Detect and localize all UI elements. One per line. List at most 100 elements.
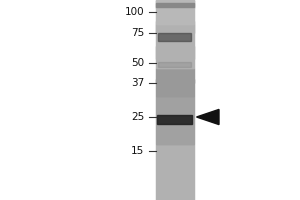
Bar xyxy=(156,155,194,156)
Bar xyxy=(156,42,194,43)
Bar xyxy=(156,115,194,116)
Bar xyxy=(156,1,194,2)
Bar xyxy=(156,64,194,65)
Bar xyxy=(156,103,194,104)
Bar xyxy=(156,140,194,141)
Bar xyxy=(156,156,194,157)
Bar xyxy=(156,83,194,84)
Text: 100: 100 xyxy=(124,7,144,17)
Text: 25: 25 xyxy=(131,112,144,122)
Bar xyxy=(156,109,194,110)
Bar xyxy=(156,182,194,183)
Bar xyxy=(156,21,194,22)
Bar xyxy=(156,88,194,89)
Bar xyxy=(156,54,194,55)
Bar xyxy=(156,31,194,32)
Bar xyxy=(156,163,194,164)
Bar xyxy=(156,177,194,178)
Bar xyxy=(156,22,194,23)
Bar xyxy=(156,99,194,100)
Bar xyxy=(156,46,194,47)
Bar xyxy=(156,149,194,150)
Bar xyxy=(156,199,194,200)
Text: 50: 50 xyxy=(131,58,144,68)
Bar xyxy=(156,151,194,152)
Bar xyxy=(156,110,194,111)
Bar xyxy=(156,74,194,75)
Bar xyxy=(156,79,194,80)
Bar xyxy=(156,3,194,7)
Bar xyxy=(156,195,194,196)
Bar xyxy=(156,127,194,128)
Bar xyxy=(156,129,194,130)
Bar xyxy=(156,59,194,60)
Bar xyxy=(156,3,194,4)
Bar xyxy=(156,18,194,19)
Bar xyxy=(156,50,194,51)
Bar xyxy=(156,73,194,74)
Bar xyxy=(156,171,194,172)
Bar xyxy=(156,96,194,97)
Bar xyxy=(156,169,194,170)
Bar xyxy=(156,194,194,195)
Bar xyxy=(156,6,194,7)
Bar xyxy=(156,161,194,162)
Bar xyxy=(156,179,194,180)
Bar xyxy=(158,33,191,41)
Bar xyxy=(156,184,194,185)
Bar xyxy=(156,159,194,160)
Bar xyxy=(156,40,194,41)
Text: 75: 75 xyxy=(131,28,144,38)
Bar xyxy=(156,197,194,198)
Bar xyxy=(156,174,194,175)
Bar xyxy=(156,53,194,54)
Bar xyxy=(156,11,194,12)
Bar xyxy=(156,166,194,167)
Bar xyxy=(156,20,194,21)
Bar xyxy=(156,29,194,30)
Bar xyxy=(156,71,194,72)
Bar xyxy=(156,108,194,109)
Bar xyxy=(156,172,194,173)
Bar xyxy=(156,91,194,92)
Bar xyxy=(156,0,194,1)
Bar xyxy=(156,65,194,66)
Bar xyxy=(156,45,194,46)
Bar xyxy=(156,90,194,91)
Bar xyxy=(156,133,194,134)
Bar xyxy=(156,98,194,99)
Bar xyxy=(156,181,194,182)
Bar xyxy=(156,157,194,158)
Bar xyxy=(156,47,194,48)
Bar xyxy=(156,191,194,192)
Bar xyxy=(156,27,194,28)
Bar xyxy=(156,187,194,188)
Bar xyxy=(156,95,194,96)
Bar xyxy=(156,120,194,121)
Bar xyxy=(156,24,194,25)
Bar xyxy=(156,43,194,44)
Bar xyxy=(156,75,194,76)
Bar xyxy=(156,82,194,83)
Bar xyxy=(156,124,194,125)
Bar xyxy=(156,139,194,140)
Bar xyxy=(156,162,194,163)
Bar xyxy=(156,138,194,139)
Bar xyxy=(156,16,194,17)
Bar xyxy=(156,30,194,31)
Bar xyxy=(156,101,194,102)
Bar xyxy=(156,69,194,70)
Bar xyxy=(156,134,194,135)
Bar xyxy=(156,58,194,59)
Bar xyxy=(156,137,194,138)
Bar xyxy=(156,7,194,8)
Bar xyxy=(156,2,194,3)
Bar xyxy=(156,23,194,24)
Bar xyxy=(156,126,194,127)
Bar xyxy=(156,173,194,174)
Bar xyxy=(156,152,194,153)
Bar xyxy=(156,104,194,105)
Bar xyxy=(156,52,194,53)
Bar xyxy=(156,8,194,9)
Bar xyxy=(156,37,194,38)
